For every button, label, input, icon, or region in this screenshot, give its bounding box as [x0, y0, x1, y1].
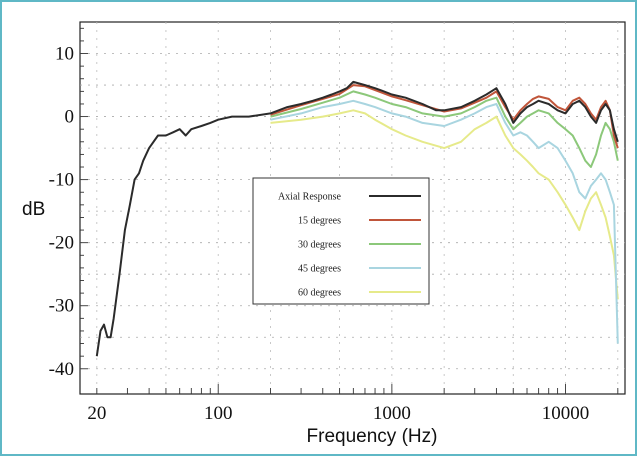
x-tick-label: 20: [87, 403, 106, 424]
y-tick-labels: 10 0 -10 -20 -30 -40: [49, 44, 74, 380]
legend-box: [252, 177, 430, 305]
legend-entry-label: 30 degrees: [298, 240, 341, 251]
x-tick-label: 10000: [542, 403, 590, 424]
y-tick-label: -20: [49, 233, 74, 254]
x-tick-label: 100: [204, 403, 233, 424]
x-axis-label: Frequency (Hz): [307, 426, 438, 447]
series-line: [270, 99, 619, 344]
legend-entry-label: 45 degrees: [298, 264, 341, 275]
y-tick-label: 10: [55, 44, 74, 65]
legend: Axial Response 15 degrees 30 degrees 45 deg…: [252, 177, 430, 305]
series-line: [270, 90, 619, 168]
y-tick-label: -40: [49, 359, 74, 380]
y-tick-label: 0: [65, 107, 75, 128]
minor-ticks: [80, 27, 619, 394]
series-lines: [95, 80, 619, 357]
x-tick-labels: 20 100 1000 10000: [87, 403, 589, 424]
series-line: [270, 84, 619, 149]
y-tick-label: -10: [49, 170, 74, 191]
legend-entry-label: Axial Response: [278, 192, 342, 203]
series-line: [95, 80, 619, 357]
legend-entry-label: 15 degrees: [298, 216, 341, 227]
legend-entry-label: 60 degrees: [298, 288, 341, 299]
series-line: [270, 109, 619, 300]
y-axis-label: dB: [22, 199, 45, 220]
x-tick-label: 1000: [373, 403, 411, 424]
y-tick-label: -30: [49, 296, 74, 317]
